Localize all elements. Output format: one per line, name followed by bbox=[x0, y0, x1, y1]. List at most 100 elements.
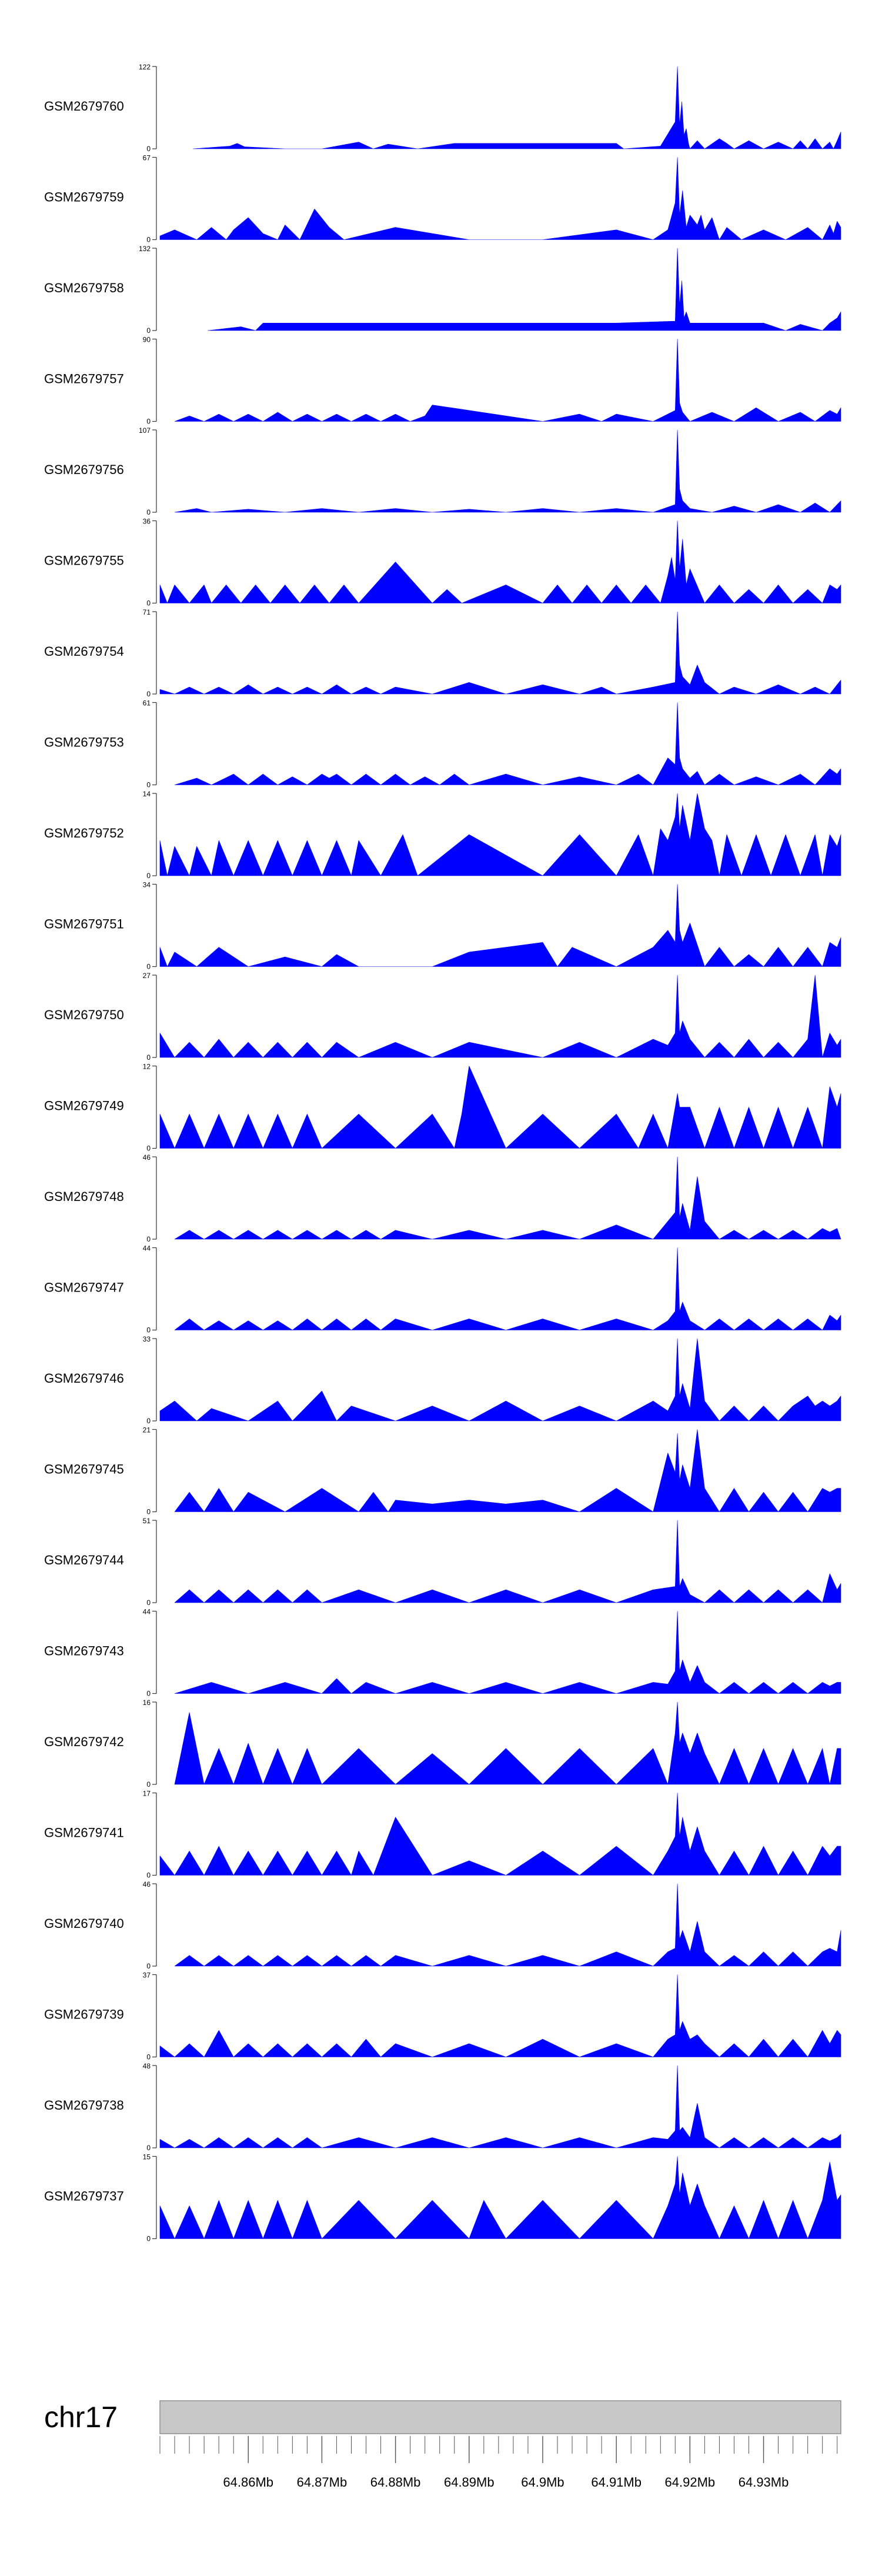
y-max-label: 36 bbox=[143, 518, 151, 526]
track-label: GSM2679740 bbox=[44, 1916, 124, 1931]
y-max-label: 46 bbox=[143, 1153, 151, 1162]
chromosome-ideogram bbox=[159, 2400, 841, 2434]
y-max-label: 17 bbox=[143, 1790, 151, 1798]
y-max-label: 12 bbox=[143, 1063, 151, 1071]
y-min-label: 0 bbox=[146, 963, 151, 971]
track-label: GSM2679739 bbox=[44, 2007, 124, 2022]
y-min-label: 0 bbox=[146, 2144, 151, 2152]
coverage-area-GSM2679747 bbox=[174, 1247, 841, 1330]
track-label: GSM2679753 bbox=[44, 735, 124, 750]
coverage-area-GSM2679750 bbox=[159, 975, 841, 1058]
coverage-area-GSM2679739 bbox=[159, 1974, 841, 2057]
x-tick-label: 64.92Mb bbox=[665, 2475, 716, 2490]
y-min-label: 0 bbox=[146, 1871, 151, 1880]
track-label: GSM2679742 bbox=[44, 1734, 124, 1749]
y-min-label: 0 bbox=[146, 1326, 151, 1334]
coverage-area-GSM2679759 bbox=[159, 157, 841, 240]
y-min-label: 0 bbox=[146, 1053, 151, 1062]
y-min-label: 0 bbox=[146, 1780, 151, 1788]
y-max-label: 15 bbox=[143, 2153, 151, 2161]
coverage-area-GSM2679742 bbox=[174, 1701, 841, 1785]
y-min-label: 0 bbox=[146, 1417, 151, 1425]
coverage-area-GSM2679758 bbox=[208, 248, 841, 331]
track-label: GSM2679749 bbox=[44, 1099, 124, 1113]
y-max-label: 122 bbox=[139, 63, 151, 71]
y-max-label: 48 bbox=[143, 2062, 151, 2070]
coverage-area-GSM2679738 bbox=[159, 2065, 841, 2148]
track-label: GSM2679758 bbox=[44, 281, 124, 295]
coverage-area-GSM2679754 bbox=[159, 611, 841, 695]
y-max-label: 27 bbox=[143, 972, 151, 980]
track-label: GSM2679737 bbox=[44, 2189, 124, 2204]
y-min-label: 0 bbox=[146, 1508, 151, 1516]
x-tick-label: 64.87Mb bbox=[297, 2475, 348, 2490]
y-max-label: 67 bbox=[143, 154, 151, 162]
y-min-label: 0 bbox=[146, 2053, 151, 2061]
coverage-area-GSM2679743 bbox=[174, 1611, 841, 1694]
y-min-label: 0 bbox=[146, 326, 151, 335]
y-min-label: 0 bbox=[146, 508, 151, 516]
y-max-label: 107 bbox=[139, 426, 151, 435]
x-tick-label: 64.93Mb bbox=[739, 2475, 789, 2490]
coverage-area-GSM2679751 bbox=[159, 884, 841, 967]
coverage-area-GSM2679756 bbox=[174, 429, 841, 513]
track-label: GSM2679760 bbox=[44, 99, 124, 114]
track-label: GSM2679757 bbox=[44, 372, 124, 386]
y-max-label: 132 bbox=[139, 245, 151, 253]
y-min-label: 0 bbox=[146, 145, 151, 153]
x-tick-label: 64.86Mb bbox=[223, 2475, 273, 2490]
y-min-label: 0 bbox=[146, 418, 151, 426]
y-min-label: 0 bbox=[146, 690, 151, 698]
coverage-area-GSM2679748 bbox=[174, 1156, 841, 1240]
y-max-label: 90 bbox=[143, 336, 151, 344]
coverage-area-GSM2679746 bbox=[159, 1338, 841, 1422]
y-min-label: 0 bbox=[146, 1235, 151, 1243]
y-max-label: 16 bbox=[143, 1699, 151, 1707]
y-min-label: 0 bbox=[146, 599, 151, 608]
coverage-area-GSM2679741 bbox=[159, 1793, 841, 1876]
track-label: GSM2679738 bbox=[44, 2098, 124, 2113]
y-max-label: 33 bbox=[143, 1335, 151, 1343]
y-min-label: 0 bbox=[146, 1144, 151, 1153]
coverage-area-GSM2679753 bbox=[174, 702, 841, 785]
coverage-area-GSM2679760 bbox=[193, 66, 841, 149]
track-label: GSM2679750 bbox=[44, 1007, 124, 1022]
x-tick-label: 64.91Mb bbox=[591, 2475, 642, 2490]
coverage-area-GSM2679737 bbox=[159, 2156, 841, 2239]
y-max-label: 37 bbox=[143, 1971, 151, 1980]
y-max-label: 51 bbox=[143, 1517, 151, 1525]
coverage-area-GSM2679757 bbox=[174, 339, 841, 422]
y-min-label: 0 bbox=[146, 1962, 151, 1970]
track-label: GSM2679754 bbox=[44, 644, 124, 659]
coverage-area-GSM2679749 bbox=[159, 1066, 841, 1149]
track-label: GSM2679747 bbox=[44, 1280, 124, 1295]
y-max-label: 44 bbox=[143, 1244, 151, 1253]
track-label: GSM2679752 bbox=[44, 826, 124, 840]
track-label: GSM2679744 bbox=[44, 1553, 124, 1567]
track-label: GSM2679746 bbox=[44, 1371, 124, 1386]
y-max-label: 14 bbox=[143, 790, 151, 798]
track-label: GSM2679743 bbox=[44, 1644, 124, 1659]
y-max-label: 46 bbox=[143, 1880, 151, 1888]
y-min-label: 0 bbox=[146, 1599, 151, 1607]
track-label: GSM2679756 bbox=[44, 462, 124, 477]
coverage-area-GSM2679752 bbox=[159, 793, 841, 876]
y-max-label: 21 bbox=[143, 1426, 151, 1434]
coverage-area-GSM2679744 bbox=[174, 1520, 841, 1603]
y-max-label: 71 bbox=[143, 608, 151, 616]
y-min-label: 0 bbox=[146, 781, 151, 789]
y-min-label: 0 bbox=[146, 872, 151, 880]
y-max-label: 44 bbox=[143, 1608, 151, 1616]
x-tick-label: 64.9Mb bbox=[521, 2475, 564, 2490]
y-min-label: 0 bbox=[146, 2235, 151, 2243]
coverage-area-GSM2679755 bbox=[159, 520, 841, 603]
y-max-label: 34 bbox=[143, 881, 151, 889]
coverage-area-GSM2679745 bbox=[174, 1429, 841, 1512]
track-label: GSM2679759 bbox=[44, 190, 124, 205]
track-label: GSM2679751 bbox=[44, 917, 124, 932]
track-label: GSM2679741 bbox=[44, 1826, 124, 1840]
y-min-label: 0 bbox=[146, 236, 151, 244]
coverage-area-GSM2679740 bbox=[174, 1883, 841, 1967]
